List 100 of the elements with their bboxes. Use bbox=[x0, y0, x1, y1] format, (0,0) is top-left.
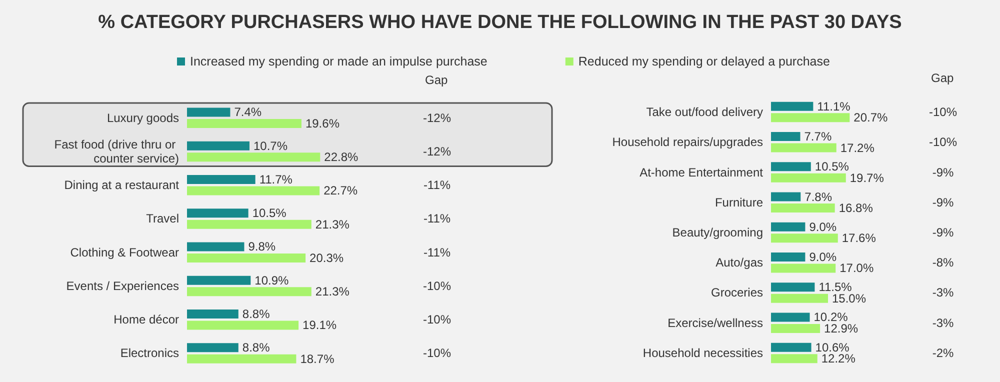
bar bbox=[771, 162, 811, 172]
text: -9% bbox=[932, 165, 954, 180]
bar bbox=[771, 132, 800, 142]
bar bbox=[187, 174, 256, 184]
bar bbox=[187, 186, 320, 196]
legend-label: Reduced my spending or delayed a purchase bbox=[578, 54, 830, 68]
bar bbox=[771, 264, 836, 273]
bar bbox=[771, 324, 820, 333]
data-label: 9.0% bbox=[809, 250, 837, 264]
data-label: 8.8% bbox=[242, 340, 270, 355]
data-label: 21.3% bbox=[315, 217, 350, 232]
bar bbox=[187, 253, 306, 262]
text: -8% bbox=[932, 256, 954, 270]
data-label: 20.7% bbox=[854, 110, 888, 125]
y-tick-label: Clothing & Footwear bbox=[70, 245, 179, 260]
data-label: 7.7% bbox=[804, 130, 832, 144]
text: -10% bbox=[928, 105, 958, 120]
bar bbox=[771, 342, 812, 352]
bar bbox=[187, 242, 244, 252]
data-label: 10.7% bbox=[253, 138, 288, 153]
bar bbox=[187, 208, 248, 218]
y-tick-label: At-home Entertainment bbox=[640, 165, 764, 180]
text: -10% bbox=[928, 135, 958, 150]
data-label: 7.4% bbox=[234, 105, 262, 120]
bar bbox=[187, 343, 238, 352]
data-label: 20.3% bbox=[310, 250, 344, 265]
y-tick-label: Fast food (drive thru or counter service) bbox=[54, 137, 179, 166]
data-label: 11.1% bbox=[817, 99, 851, 114]
y-tick-label: Electronics bbox=[120, 346, 179, 360]
data-label: 11.7% bbox=[259, 172, 293, 186]
data-label: 7.8% bbox=[804, 190, 832, 204]
legend-label: Increased my spending or made an impulse purchase bbox=[190, 54, 488, 68]
data-label: 16.8% bbox=[838, 201, 874, 216]
text: Gap bbox=[425, 73, 448, 87]
text: -11% bbox=[423, 245, 451, 260]
bar bbox=[771, 354, 818, 364]
bar bbox=[187, 118, 302, 128]
y-tick-label: Luxury goods bbox=[106, 110, 179, 125]
data-label: 10.6% bbox=[815, 340, 850, 354]
data-label: 10.5% bbox=[814, 160, 850, 174]
y-tick-label: Home décor bbox=[114, 312, 179, 327]
y-tick-label: Travel bbox=[146, 212, 179, 226]
data-label: 8.8% bbox=[242, 306, 270, 321]
bar bbox=[771, 113, 850, 122]
y-tick-label: Beauty/grooming bbox=[672, 226, 763, 240]
bar bbox=[187, 108, 230, 117]
bar bbox=[771, 312, 810, 322]
data-label: 21.3% bbox=[315, 284, 350, 299]
bar bbox=[771, 173, 846, 182]
text: % CATEGORY PURCHASERS WHO HAVE DONE THE FOLLOWING IN THE PAST 30 DAYS bbox=[98, 12, 902, 33]
data-label: 19.6% bbox=[305, 116, 340, 130]
data-label: 9.8% bbox=[248, 240, 276, 254]
text: -10% bbox=[422, 278, 452, 293]
y-tick-label: Dining at a restaurant bbox=[64, 178, 180, 192]
y-tick-label: Exercise/wellness bbox=[668, 316, 763, 330]
text: -12% bbox=[422, 144, 452, 158]
data-label: 19.1% bbox=[302, 318, 337, 332]
y-tick-label: Furniture bbox=[714, 195, 764, 210]
text: -12% bbox=[422, 110, 452, 125]
text: -10% bbox=[422, 312, 452, 327]
text: -9% bbox=[932, 195, 954, 210]
text: -10% bbox=[422, 346, 452, 360]
y-tick-label: Household repairs/upgrades bbox=[612, 135, 763, 150]
text: Gap bbox=[931, 71, 954, 85]
y-tick-label: Events / Experiences bbox=[66, 278, 179, 293]
text: -3% bbox=[932, 286, 954, 300]
data-label: 17.2% bbox=[840, 140, 875, 155]
bar bbox=[187, 152, 320, 162]
text: -9% bbox=[932, 226, 954, 240]
data-label: 22.7% bbox=[324, 184, 358, 198]
bar bbox=[771, 143, 836, 152]
text: -11% bbox=[423, 178, 451, 192]
y-tick-label: Auto/gas bbox=[716, 256, 763, 270]
bar bbox=[771, 222, 806, 232]
bar bbox=[187, 354, 296, 364]
text: -3% bbox=[932, 316, 954, 330]
data-label: 9.0% bbox=[809, 220, 837, 234]
bar bbox=[771, 294, 828, 303]
bar bbox=[771, 252, 806, 262]
data-label: 10.9% bbox=[254, 273, 290, 288]
data-label: 17.6% bbox=[842, 231, 876, 246]
bar bbox=[187, 320, 299, 330]
data-label: 22.8% bbox=[324, 150, 359, 164]
text: -2% bbox=[932, 346, 954, 360]
bar bbox=[187, 287, 312, 296]
y-tick-label: Take out/food delivery bbox=[646, 105, 763, 120]
bar bbox=[771, 282, 815, 292]
bar bbox=[187, 141, 250, 150]
data-label: 10.5% bbox=[252, 206, 287, 220]
bar bbox=[771, 204, 835, 213]
data-label: 19.7% bbox=[850, 170, 884, 185]
bar bbox=[771, 192, 801, 202]
bar bbox=[771, 234, 838, 243]
bar bbox=[771, 102, 814, 111]
bar bbox=[187, 276, 251, 285]
bar bbox=[187, 220, 312, 229]
data-label: 17.0% bbox=[840, 261, 874, 276]
data-label: 12.2% bbox=[821, 352, 856, 366]
y-tick-label: Household necessities bbox=[642, 346, 763, 360]
text: -11% bbox=[423, 212, 451, 226]
